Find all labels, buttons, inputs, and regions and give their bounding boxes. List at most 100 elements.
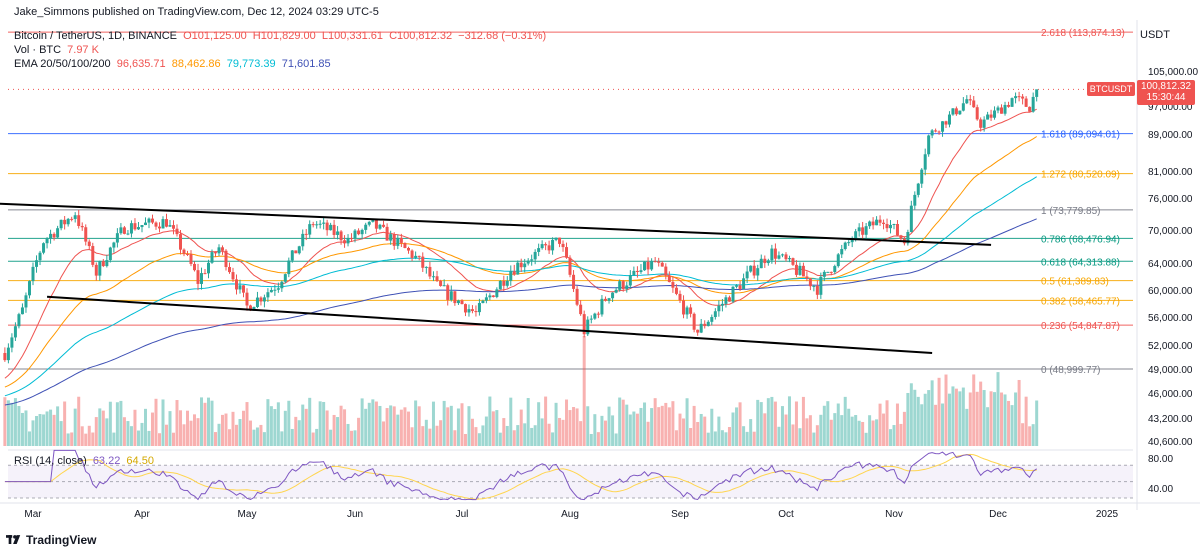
- volume-bar-255: [899, 423, 903, 446]
- volume-bar-218: [770, 396, 774, 446]
- volume-bar-258: [909, 383, 913, 446]
- volume-bar-106: [374, 401, 378, 446]
- candle-body-29: [105, 260, 109, 267]
- volume-bar-153: [540, 418, 544, 446]
- volume-legend: Vol · BTC 7.97 K: [14, 44, 102, 56]
- candle-body-123: [435, 276, 439, 281]
- ema200-value: 71,601.85: [281, 58, 331, 70]
- price-tick-13: 40,600.00: [1148, 437, 1193, 448]
- volume-bars: [3, 336, 1039, 446]
- volume-bar-79: [280, 431, 284, 446]
- volume-bar-178: [628, 414, 632, 446]
- volume-bar-266: [937, 377, 941, 446]
- volume-bar-120: [424, 419, 428, 446]
- ema-lines: [4, 108, 1037, 406]
- volume-bar-280: [986, 407, 990, 446]
- candle-body-92: [325, 222, 329, 231]
- candle-body-213: [752, 265, 756, 276]
- volume-bar-1: [6, 400, 10, 446]
- candle-body-199: [703, 323, 707, 327]
- candle-body-196: [692, 313, 696, 330]
- volume-bar-58: [207, 397, 210, 446]
- volume-bar-113: [399, 409, 403, 446]
- volume-bar-64: [228, 429, 231, 446]
- candle-body-248: [875, 219, 879, 226]
- candle-body-219: [773, 248, 777, 259]
- volume-bar-213: [752, 431, 756, 446]
- candle-body-226: [798, 265, 802, 275]
- candle-body-101: [357, 230, 361, 235]
- price-tick-2: 89,000.00: [1148, 130, 1193, 141]
- candle-body-142: [502, 280, 506, 286]
- volume-bar-231: [815, 425, 819, 446]
- price-tick-12: 43,200.00: [1148, 414, 1193, 425]
- volume-bar-217: [766, 398, 770, 446]
- candle-body-102: [360, 229, 364, 235]
- volume-bar-248: [875, 419, 879, 446]
- volume-bar-43: [154, 398, 158, 446]
- candle-body-280: [986, 114, 990, 120]
- candle-body-32: [115, 233, 119, 243]
- volume-bar-246: [868, 415, 872, 446]
- candle-body-96: [339, 231, 343, 241]
- volume-bar-125: [442, 400, 446, 446]
- candle-body-152: [537, 248, 541, 252]
- candle-body-64: [228, 267, 231, 273]
- volume-bar-10: [38, 414, 42, 446]
- candle-body-10: [38, 252, 42, 261]
- rsi-ma-value: 64.50: [126, 455, 154, 467]
- candle-body-34: [122, 227, 126, 234]
- time-tick-3: Jun: [347, 509, 363, 520]
- low-value: L100,331.61: [321, 30, 384, 42]
- candle-body-221: [780, 254, 784, 256]
- ema100-value: 79,773.39: [226, 58, 276, 70]
- candle-body-133: [470, 309, 474, 312]
- volume-bar-66: [235, 424, 238, 446]
- volume-bar-186: [657, 407, 661, 446]
- candle-body-86: [304, 233, 308, 235]
- fib-label-4: 0.786 (68,476.94): [1041, 234, 1120, 245]
- candle-body-119: [421, 256, 425, 268]
- tradingview-logo[interactable]: TradingView: [6, 533, 96, 547]
- volume-bar-229: [808, 415, 812, 446]
- candle-body-285: [1003, 104, 1007, 114]
- candle-body-264: [930, 130, 934, 136]
- volume-bar-94: [332, 414, 336, 446]
- volume-bar-6: [24, 410, 28, 446]
- candle-body-151: [533, 251, 537, 260]
- price-tick-9: 52,000.00: [1148, 341, 1193, 352]
- candle-body-38: [136, 227, 140, 230]
- volume-bar-60: [214, 432, 217, 446]
- candle-body-249: [878, 219, 882, 223]
- volume-bar-276: [972, 374, 976, 446]
- candle-body-74: [262, 297, 266, 302]
- volume-bar-239: [843, 396, 847, 446]
- candle-body-105: [371, 219, 375, 222]
- volume-bar-35: [126, 421, 130, 446]
- volume-bar-277: [975, 391, 979, 446]
- volume-bar-225: [794, 401, 798, 446]
- volume-bar-154: [544, 396, 548, 446]
- candle-body-103: [364, 224, 368, 230]
- candle-body-163: [575, 288, 579, 305]
- candle-body-190: [671, 282, 675, 288]
- volume-bar-177: [625, 404, 629, 446]
- volume-bar-3: [13, 398, 17, 446]
- candle-body-186: [657, 261, 661, 263]
- candle-body-240: [847, 242, 851, 244]
- candle-body-17: [63, 219, 67, 225]
- candle-body-141: [498, 280, 502, 290]
- volume-bar-63: [224, 413, 228, 446]
- volume-bar-78: [276, 402, 280, 446]
- volume-bar-222: [784, 414, 788, 446]
- candle-body-293: [1031, 96, 1035, 112]
- volume-bar-208: [735, 407, 739, 446]
- candle-body-113: [399, 237, 403, 243]
- volume-bar-54: [193, 414, 196, 446]
- time-tick-2: May: [238, 509, 257, 520]
- candle-body-131: [463, 304, 467, 313]
- currency-label[interactable]: USDT: [1140, 29, 1170, 41]
- volume-bar-288: [1014, 392, 1018, 446]
